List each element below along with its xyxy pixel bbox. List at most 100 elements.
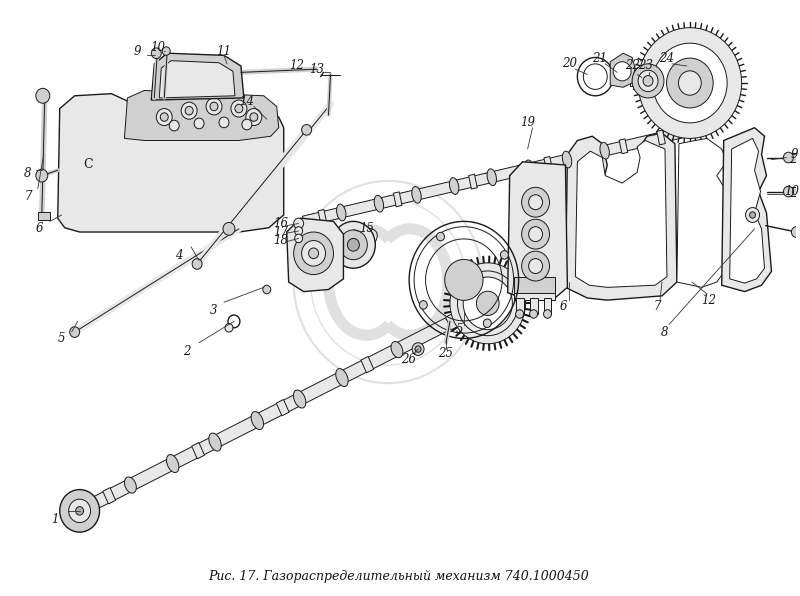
Polygon shape xyxy=(302,128,681,226)
Text: 4: 4 xyxy=(175,249,183,262)
Text: 19: 19 xyxy=(520,116,535,129)
Polygon shape xyxy=(566,133,677,300)
Text: 17: 17 xyxy=(274,225,288,238)
Polygon shape xyxy=(730,138,765,283)
Circle shape xyxy=(529,226,542,241)
Circle shape xyxy=(783,152,794,163)
Text: 14: 14 xyxy=(239,95,254,108)
Polygon shape xyxy=(103,488,116,504)
Polygon shape xyxy=(412,187,421,203)
Text: 21: 21 xyxy=(592,52,606,65)
Polygon shape xyxy=(125,91,278,141)
Circle shape xyxy=(529,195,542,210)
Polygon shape xyxy=(151,53,244,100)
Circle shape xyxy=(294,232,334,275)
Text: 13: 13 xyxy=(309,63,324,76)
Polygon shape xyxy=(610,53,635,87)
Polygon shape xyxy=(361,356,374,373)
Circle shape xyxy=(347,238,359,251)
Polygon shape xyxy=(159,61,235,98)
Circle shape xyxy=(445,259,483,300)
Polygon shape xyxy=(77,290,506,517)
Circle shape xyxy=(516,310,524,318)
Text: 7: 7 xyxy=(24,190,32,203)
Text: 8: 8 xyxy=(24,167,32,180)
Circle shape xyxy=(242,119,252,130)
Circle shape xyxy=(263,285,270,294)
Bar xyxy=(530,298,538,314)
Circle shape xyxy=(162,47,170,55)
Bar xyxy=(514,279,555,300)
Circle shape xyxy=(419,300,427,309)
Circle shape xyxy=(70,327,80,337)
Bar xyxy=(516,298,524,314)
Circle shape xyxy=(225,324,233,332)
Polygon shape xyxy=(209,433,222,451)
Circle shape xyxy=(522,251,550,281)
Circle shape xyxy=(638,27,742,138)
Circle shape xyxy=(294,226,302,235)
Circle shape xyxy=(192,259,202,269)
Text: 10: 10 xyxy=(784,185,799,198)
Circle shape xyxy=(309,248,318,259)
Circle shape xyxy=(450,263,526,344)
Circle shape xyxy=(231,100,247,117)
Polygon shape xyxy=(336,368,348,387)
Circle shape xyxy=(246,108,262,126)
Circle shape xyxy=(543,310,551,318)
Text: 5: 5 xyxy=(456,324,464,336)
Circle shape xyxy=(151,48,162,58)
Bar xyxy=(38,212,50,221)
Circle shape xyxy=(632,64,664,98)
Circle shape xyxy=(302,241,326,266)
Polygon shape xyxy=(469,174,478,189)
Circle shape xyxy=(678,71,702,95)
Circle shape xyxy=(412,343,424,355)
Text: 2: 2 xyxy=(183,344,191,358)
Circle shape xyxy=(250,113,258,122)
Text: 5: 5 xyxy=(58,332,66,345)
Polygon shape xyxy=(722,128,771,291)
Text: 23: 23 xyxy=(638,60,653,73)
Text: 22: 22 xyxy=(625,60,640,73)
Text: 18: 18 xyxy=(274,234,288,247)
Circle shape xyxy=(294,218,304,229)
Text: 11: 11 xyxy=(217,45,231,58)
Text: 20: 20 xyxy=(562,57,577,70)
Circle shape xyxy=(463,277,512,330)
Text: 9: 9 xyxy=(790,148,798,161)
Text: 3: 3 xyxy=(210,305,218,317)
Text: 10: 10 xyxy=(150,41,165,54)
Polygon shape xyxy=(487,169,497,185)
Circle shape xyxy=(331,221,375,268)
Circle shape xyxy=(746,207,759,222)
Circle shape xyxy=(529,259,542,274)
Polygon shape xyxy=(391,342,403,358)
Text: 1: 1 xyxy=(51,513,58,526)
Circle shape xyxy=(219,117,229,128)
Text: 12: 12 xyxy=(289,60,304,73)
Text: 25: 25 xyxy=(438,347,454,360)
Circle shape xyxy=(483,319,491,327)
Circle shape xyxy=(235,104,243,113)
Polygon shape xyxy=(318,210,326,225)
Text: 6: 6 xyxy=(36,222,43,235)
Circle shape xyxy=(791,226,800,237)
Polygon shape xyxy=(600,142,610,159)
Polygon shape xyxy=(276,399,289,416)
Bar xyxy=(630,76,650,86)
Circle shape xyxy=(160,113,168,122)
Polygon shape xyxy=(619,139,628,154)
Polygon shape xyxy=(450,178,459,194)
Polygon shape xyxy=(394,192,402,207)
Polygon shape xyxy=(294,390,306,408)
Polygon shape xyxy=(166,455,179,473)
Polygon shape xyxy=(679,123,700,138)
Circle shape xyxy=(156,108,172,126)
Polygon shape xyxy=(286,218,343,291)
Polygon shape xyxy=(657,130,666,145)
Text: 26: 26 xyxy=(401,353,416,366)
Circle shape xyxy=(339,230,367,260)
Circle shape xyxy=(302,125,311,135)
Text: 8: 8 xyxy=(662,325,669,339)
